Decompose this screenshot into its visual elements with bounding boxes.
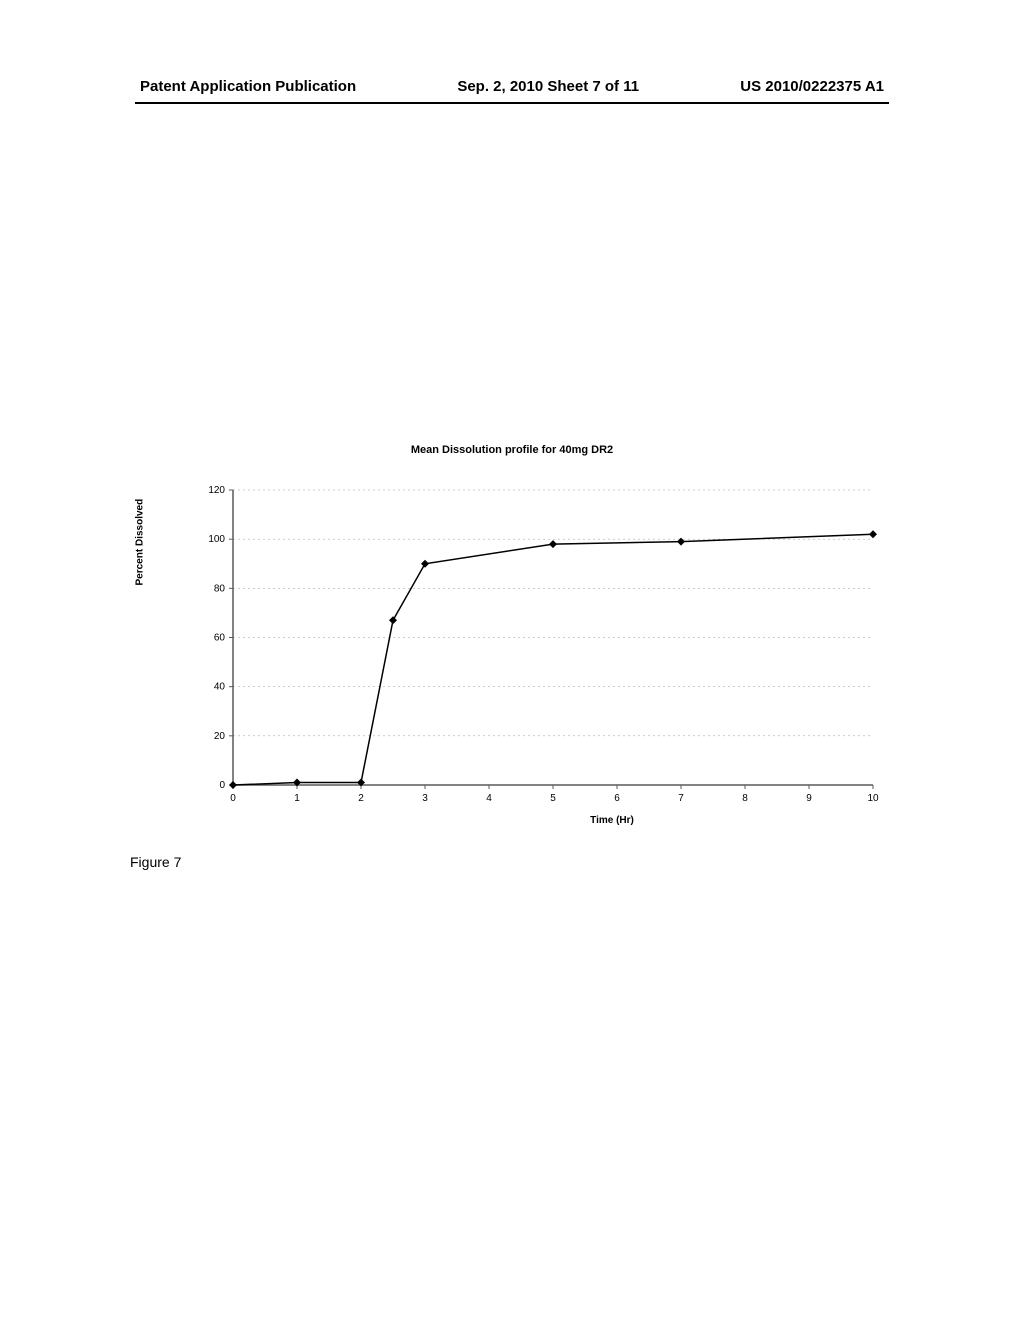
svg-text:6: 6 <box>614 793 620 804</box>
y-axis-label: Percent Dissolved <box>135 499 146 586</box>
svg-text:0: 0 <box>230 793 236 804</box>
chart-container: 0 20 40 60 80 100 120 0 1 2 3 4 5 6 7 8 9 10 <box>175 480 895 830</box>
svg-text:0: 0 <box>219 780 225 791</box>
svg-text:2: 2 <box>358 793 364 804</box>
svg-text:10: 10 <box>867 793 879 804</box>
svg-text:3: 3 <box>422 793 428 804</box>
header-center: Sep. 2, 2010 Sheet 7 of 11 <box>457 78 639 95</box>
svg-text:9: 9 <box>806 793 812 804</box>
svg-text:60: 60 <box>214 633 226 644</box>
svg-text:40: 40 <box>214 682 226 693</box>
svg-text:80: 80 <box>214 583 226 594</box>
svg-text:100: 100 <box>208 534 225 545</box>
header-right: US 2010/0222375 A1 <box>740 78 884 95</box>
header-divider <box>135 102 889 104</box>
svg-text:5: 5 <box>550 793 556 804</box>
x-axis-label: Time (Hr) <box>0 815 1024 826</box>
header-left: Patent Application Publication <box>140 78 356 95</box>
dissolution-chart: 0 20 40 60 80 100 120 0 1 2 3 4 5 6 7 8 9 10 <box>175 480 895 830</box>
svg-text:120: 120 <box>208 485 225 496</box>
svg-text:1: 1 <box>294 793 300 804</box>
svg-text:8: 8 <box>742 793 748 804</box>
svg-text:7: 7 <box>678 793 684 804</box>
svg-text:20: 20 <box>214 731 226 742</box>
svg-text:4: 4 <box>486 793 492 804</box>
page-header: Patent Application Publication Sep. 2, 2… <box>0 78 1024 95</box>
figure-label: Figure 7 <box>130 854 181 870</box>
chart-title: Mean Dissolution profile for 40mg DR2 <box>0 444 1024 456</box>
